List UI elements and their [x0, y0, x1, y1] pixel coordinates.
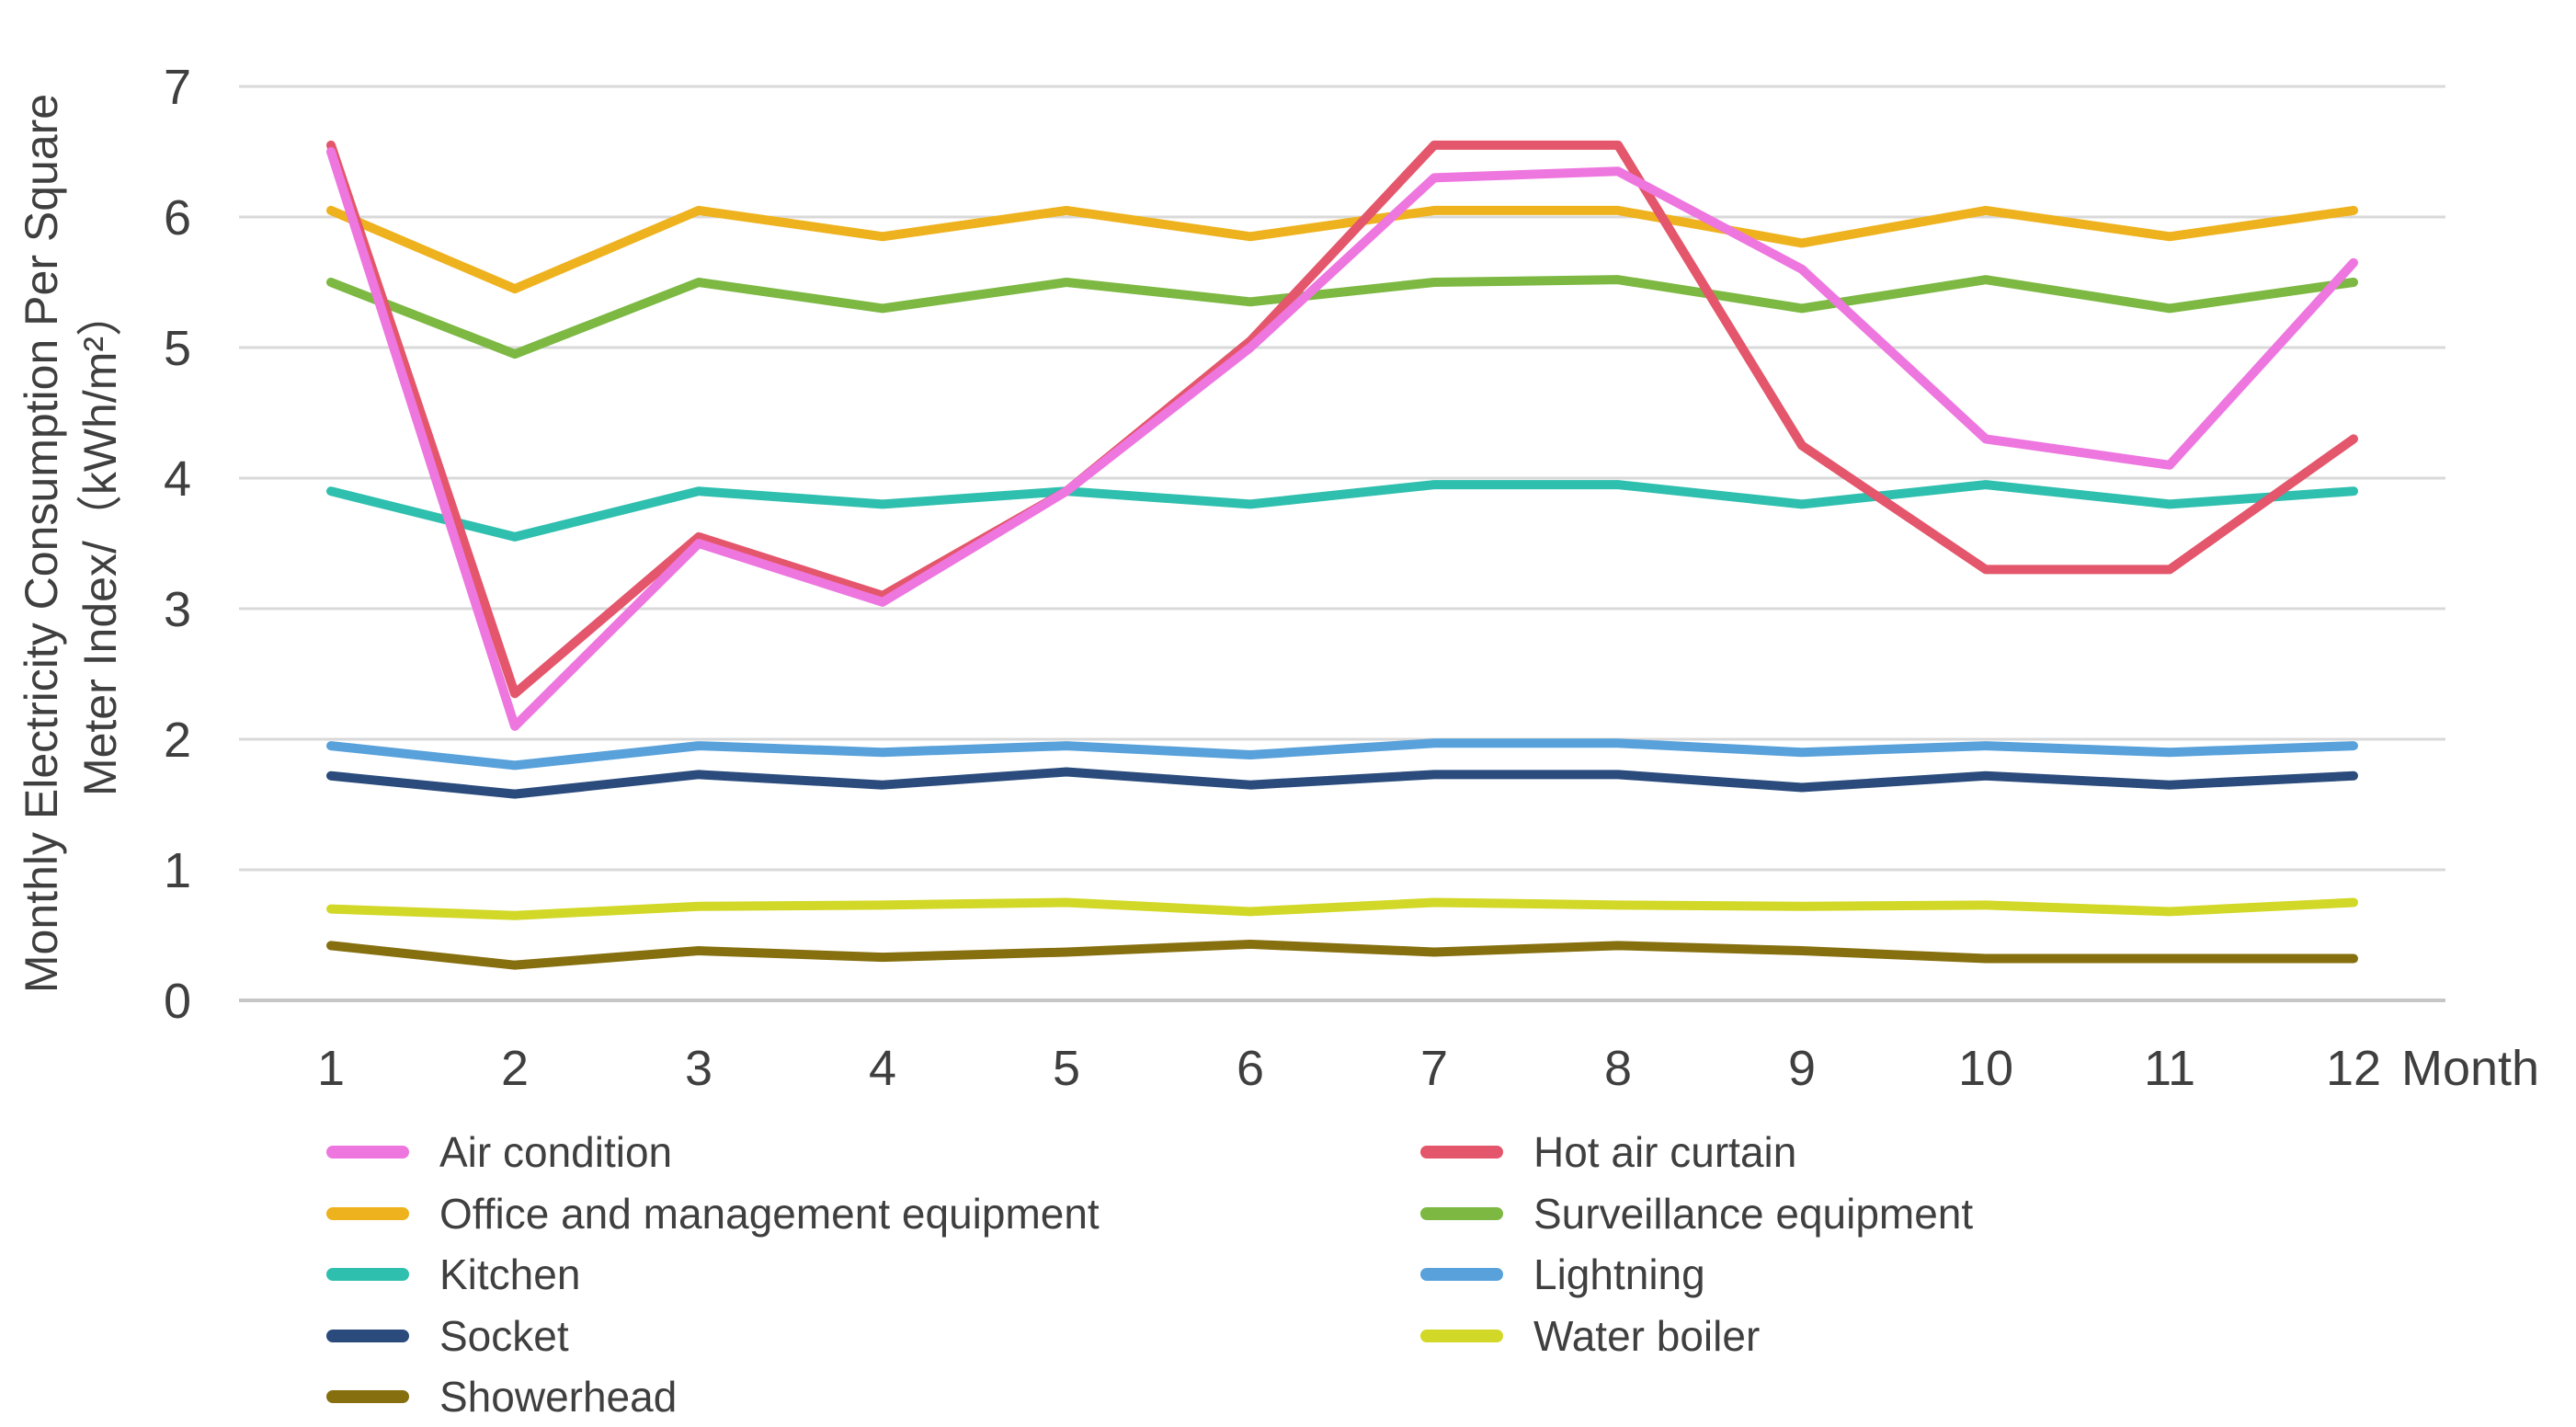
series-line-surveillance-equipment — [326, 275, 2358, 360]
x-tick-label: 5 — [1053, 1041, 1080, 1096]
legend-label-showerhead: Showerhead — [439, 1373, 678, 1421]
series-line-lightning — [326, 738, 2358, 771]
y-tick-label: 7 — [164, 60, 191, 115]
x-axis-unit-label: Month — [2401, 1041, 2539, 1096]
series-line-water-boiler — [326, 897, 2358, 920]
y-axis-tick-labels: 0 1 2 3 4 5 6 7 — [164, 60, 191, 1029]
legend-label-hot-air-curtain: Hot air curtain — [1533, 1128, 1797, 1176]
legend-label-socket: Socket — [439, 1311, 569, 1360]
legend-item-kitchen: Kitchen — [326, 1251, 580, 1297]
x-tick-label: 1 — [317, 1041, 345, 1096]
y-axis-title: Monthly Electricity Consumption Per Squa… — [16, 94, 126, 993]
legend-swatch-hot-air-curtain — [1420, 1146, 1503, 1159]
legend-swatch-showerhead — [326, 1390, 409, 1403]
y-tick-label: 5 — [164, 321, 191, 376]
x-tick-label: 4 — [869, 1041, 896, 1096]
legend-item-surveillance-equipment: Surveillance equipment — [1420, 1191, 1973, 1237]
legend-swatch-lightning — [1420, 1268, 1503, 1281]
y-tick-label: 2 — [164, 713, 191, 768]
series-line-kitchen — [326, 480, 2358, 542]
x-tick-label: 9 — [1788, 1041, 1816, 1096]
series-line-air-condition — [326, 147, 2358, 731]
y-tick-label: 3 — [164, 582, 191, 637]
legend-swatch-surveillance-equipment — [1420, 1206, 1503, 1220]
legend-label-surveillance-equipment: Surveillance equipment — [1533, 1189, 1974, 1238]
y-axis-title-line-1: Monthly Electricity Consumption Per Squa… — [16, 94, 67, 993]
legend-item-socket: Socket — [326, 1313, 569, 1359]
x-tick-label: 8 — [1604, 1041, 1632, 1096]
legend-swatch-socket — [326, 1329, 409, 1342]
legend-item-air-condition: Air condition — [326, 1129, 672, 1175]
series-line-socket — [326, 767, 2358, 799]
y-tick-label: 4 — [164, 451, 191, 507]
y-tick-label: 0 — [164, 974, 191, 1029]
y-axis-title-line-2: Meter Index/（kWh/m²） — [74, 291, 126, 796]
gridlines — [239, 85, 2445, 1002]
legend-label-office-and-management-equipment: Office and management equipment — [439, 1189, 1100, 1238]
legend-label-water-boiler: Water boiler — [1533, 1311, 1761, 1360]
legend-label-lightning: Lightning — [1533, 1250, 1705, 1298]
legend-swatch-water-boiler — [1420, 1329, 1503, 1342]
series-lines — [326, 140, 2358, 970]
x-axis-tick-labels: 1 2 3 4 5 6 7 8 9 10 11 12 — [317, 1041, 2381, 1096]
x-tick-label: 11 — [2144, 1041, 2195, 1096]
x-tick-label: 6 — [1237, 1041, 1264, 1096]
legend-item-lightning: Lightning — [1420, 1251, 1705, 1297]
x-tick-label: 10 — [1958, 1041, 2013, 1096]
legend-swatch-office-and-management-equipment — [326, 1206, 409, 1220]
series-line-office-and-management-equipment — [326, 205, 2358, 294]
series-line-hot-air-curtain — [326, 140, 2358, 699]
y-tick-label: 1 — [164, 843, 191, 898]
x-tick-label: 12 — [2326, 1041, 2381, 1096]
legend-label-air-condition: Air condition — [439, 1128, 673, 1176]
legend-swatch-kitchen — [326, 1268, 409, 1281]
x-tick-label: 3 — [685, 1041, 712, 1096]
y-tick-label: 6 — [164, 190, 191, 245]
legend-swatch-air-condition — [326, 1146, 409, 1159]
legend-label-kitchen: Kitchen — [439, 1250, 581, 1298]
x-tick-label: 2 — [501, 1041, 529, 1096]
legend-item-office-and-management-equipment: Office and management equipment — [326, 1191, 1100, 1237]
legend-item-showerhead: Showerhead — [326, 1374, 677, 1420]
legend-item-water-boiler: Water boiler — [1420, 1313, 1760, 1359]
legend-item-hot-air-curtain: Hot air curtain — [1420, 1129, 1796, 1175]
x-tick-label: 7 — [1420, 1041, 1448, 1096]
series-line-showerhead — [326, 939, 2358, 970]
